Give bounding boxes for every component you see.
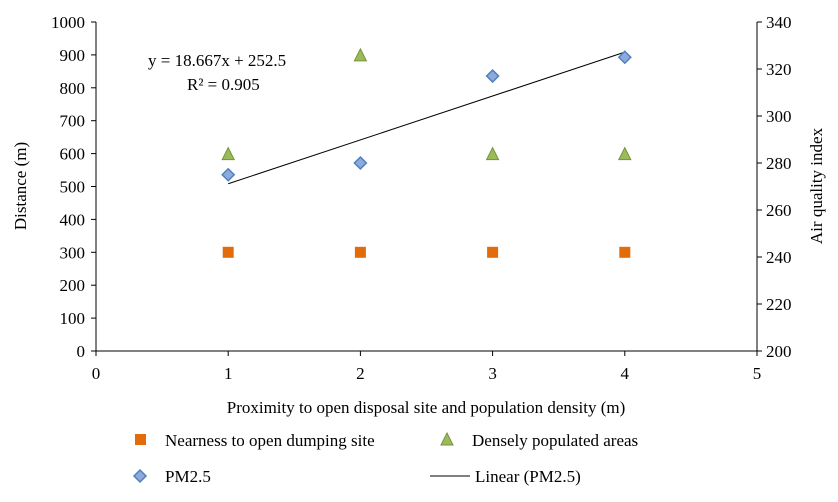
y2-tick-label: 200 xyxy=(766,342,792,361)
legend-label-linear: Linear (PM2.5) xyxy=(475,467,581,486)
y2-tick-label: 340 xyxy=(766,13,792,32)
x-tick-label: 1 xyxy=(224,364,233,383)
x-tick-label: 2 xyxy=(356,364,365,383)
legend-label-nearness: Nearness to open dumping site xyxy=(165,431,375,450)
triangle-point xyxy=(221,146,236,161)
diamond-point xyxy=(617,50,632,65)
square-point xyxy=(487,246,499,258)
y2-tick-label: 220 xyxy=(766,295,792,314)
legend-label-densely: Densely populated areas xyxy=(472,431,638,450)
triangle-point xyxy=(617,146,632,161)
y-tick-label: 700 xyxy=(60,112,86,131)
y-axis-title: Distance (m) xyxy=(11,142,30,230)
x-tick-label: 3 xyxy=(488,364,497,383)
y-tick-label: 0 xyxy=(77,342,86,361)
y-tick-label: 500 xyxy=(60,178,86,197)
y2-tick-label: 280 xyxy=(766,154,792,173)
diamond-point xyxy=(353,155,368,171)
x-tick-label: 4 xyxy=(621,364,630,383)
y2-tick-label: 260 xyxy=(766,201,792,220)
y-tick-label: 1000 xyxy=(51,13,85,32)
triangle-point xyxy=(485,146,500,161)
square-point xyxy=(619,246,631,258)
y-tick-label: 900 xyxy=(60,46,86,65)
legend: Nearness to open dumping site Densely po… xyxy=(132,431,638,486)
diamond-point xyxy=(485,68,500,84)
legend-label-pm25: PM2.5 xyxy=(165,467,211,486)
square-point xyxy=(354,246,366,258)
diamond-point xyxy=(221,167,236,182)
x-axis-title: Proximity to open disposal site and popu… xyxy=(227,398,626,417)
data-marks xyxy=(221,47,632,258)
y2-tick-label: 300 xyxy=(766,107,792,126)
triangle-point xyxy=(353,47,368,62)
x-tick-label: 5 xyxy=(753,364,762,383)
square-point xyxy=(222,246,234,258)
y2-tick-label: 320 xyxy=(766,60,792,79)
legend-diamond-marker xyxy=(132,468,148,484)
legend-square-marker xyxy=(135,434,146,445)
equation-label: y = 18.667x + 252.5 xyxy=(148,51,286,70)
y-tick-label: 100 xyxy=(60,309,86,328)
trendline-pm25 xyxy=(228,51,625,185)
y-tick-label: 600 xyxy=(60,145,86,164)
axes: 0100200300400500600700800900100020022024… xyxy=(51,13,792,383)
y-tick-label: 800 xyxy=(60,79,86,98)
y-tick-label: 200 xyxy=(60,276,86,295)
legend-triangle-marker xyxy=(440,431,454,446)
y-tick-label: 300 xyxy=(60,243,86,262)
x-tick-label: 0 xyxy=(92,364,101,383)
y2-axis-title: Air quality index xyxy=(807,127,826,244)
y2-tick-label: 240 xyxy=(766,248,792,267)
r-squared-label: R² = 0.905 xyxy=(187,75,260,94)
y-tick-label: 400 xyxy=(60,210,86,229)
